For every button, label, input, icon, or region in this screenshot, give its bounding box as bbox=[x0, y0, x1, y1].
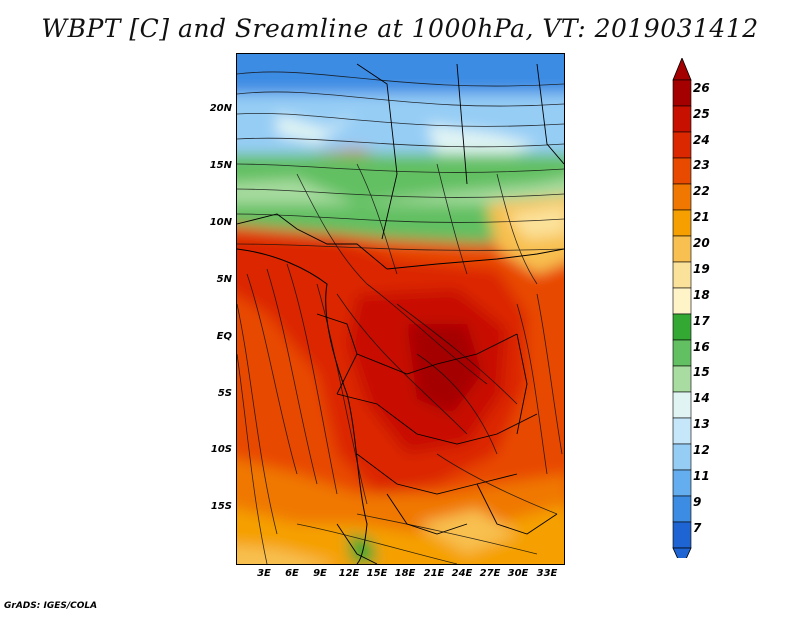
grads-credit: GrADS: IGES/COLA bbox=[4, 601, 98, 611]
colorbar-label: 7 bbox=[693, 521, 702, 535]
colorbar-swatch bbox=[672, 131, 692, 159]
colorbar-label: 26 bbox=[693, 81, 710, 95]
colorbar-swatch bbox=[672, 443, 692, 471]
lon-tick: 3E bbox=[257, 568, 271, 579]
colorbar-swatch bbox=[672, 183, 692, 211]
colorbar-swatch bbox=[672, 261, 692, 289]
colorbar-label: 15 bbox=[693, 365, 710, 379]
lon-tick: 6E bbox=[285, 568, 299, 579]
colorbar-label: 13 bbox=[693, 417, 710, 431]
lat-tick: 15S bbox=[210, 501, 232, 512]
colorbar bbox=[672, 58, 692, 558]
colorbar-label: 11 bbox=[693, 469, 710, 483]
lon-tick: 18E bbox=[394, 568, 416, 579]
colorbar-swatch bbox=[672, 417, 692, 445]
colorbar-label: 25 bbox=[693, 107, 710, 121]
colorbar-swatch bbox=[672, 339, 692, 367]
colorbar-swatch bbox=[672, 495, 692, 523]
colorbar-label: 24 bbox=[693, 133, 710, 147]
colorbar-arrow-bottom bbox=[672, 547, 692, 558]
colorbar-label: 23 bbox=[693, 158, 710, 172]
map-panel bbox=[236, 53, 565, 565]
map-title: WBPT [C] and Sreamline at 1000hPa, VT: 2… bbox=[41, 14, 759, 43]
colorbar-swatch bbox=[672, 79, 692, 107]
colorbar-swatch bbox=[672, 235, 692, 263]
colorbar-swatch bbox=[672, 313, 692, 341]
colorbar-swatch bbox=[672, 469, 692, 497]
colorbar-label: 21 bbox=[693, 210, 710, 224]
colorbar-label: 9 bbox=[693, 495, 702, 509]
lon-tick: 33E bbox=[536, 568, 558, 579]
lon-tick: 15E bbox=[366, 568, 388, 579]
colorbar-swatch bbox=[672, 521, 692, 549]
lat-tick: 10S bbox=[210, 444, 232, 455]
wbpt-field bbox=[237, 54, 564, 564]
lon-tick: 12E bbox=[338, 568, 360, 579]
lat-tick: 5S bbox=[217, 388, 232, 399]
colorbar-label: 17 bbox=[693, 314, 710, 328]
colorbar-swatch bbox=[672, 365, 692, 393]
lat-tick: 10N bbox=[209, 217, 232, 228]
lat-tick: 20N bbox=[209, 103, 232, 114]
colorbar-label: 16 bbox=[693, 340, 710, 354]
colorbar-label: 14 bbox=[693, 391, 710, 405]
lon-tick: 21E bbox=[423, 568, 445, 579]
lat-tick: 15N bbox=[209, 160, 232, 171]
colorbar-swatch bbox=[672, 287, 692, 315]
colorbar-label: 12 bbox=[693, 443, 710, 457]
lat-tick: 5N bbox=[216, 274, 232, 285]
colorbar-label: 20 bbox=[693, 236, 710, 250]
colorbar-swatch bbox=[672, 391, 692, 419]
lon-tick: 24E bbox=[451, 568, 473, 579]
lat-tick: EQ bbox=[216, 331, 232, 342]
colorbar-label: 22 bbox=[693, 184, 710, 198]
colorbar-swatch bbox=[672, 157, 692, 185]
colorbar-swatch bbox=[672, 105, 692, 133]
colorbar-arrow-top bbox=[672, 58, 692, 81]
lon-tick: 30E bbox=[507, 568, 529, 579]
lon-tick: 27E bbox=[479, 568, 501, 579]
colorbar-swatch bbox=[672, 209, 692, 237]
colorbar-label: 18 bbox=[693, 288, 710, 302]
lon-tick: 9E bbox=[313, 568, 327, 579]
colorbar-label: 19 bbox=[693, 262, 710, 276]
